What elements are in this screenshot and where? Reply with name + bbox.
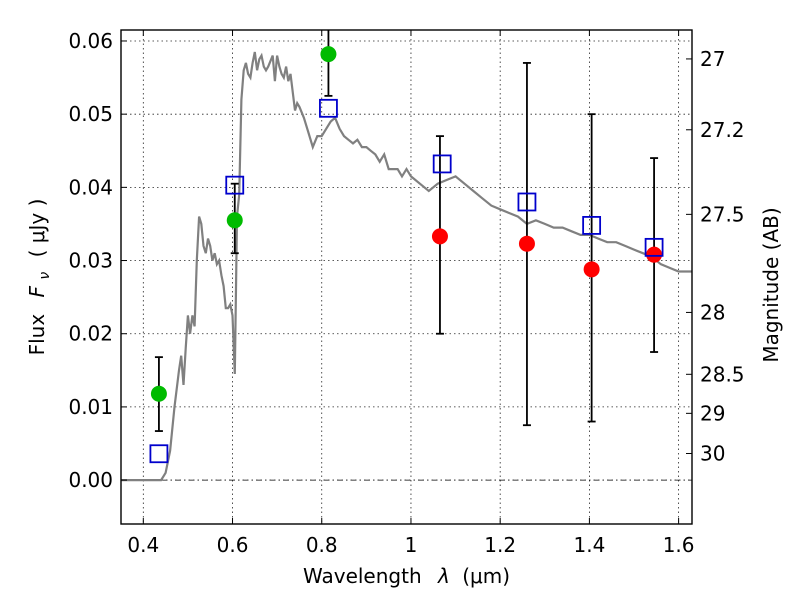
x-tick-label: 1 (405, 533, 418, 557)
green-data-point (150, 385, 167, 402)
point-layer (150, 46, 663, 402)
x-tick-label: 1.4 (573, 533, 605, 557)
model-square-marker (225, 175, 245, 195)
right-tick-label: 30 (700, 442, 725, 466)
right-tick-label: 27 (700, 47, 725, 71)
tick-layer: 0.4 0.6 0.8 1 1.2 1.4 1.6 0.00 0.01 0.02 0.03 0.04 0… (68, 29, 744, 557)
plot-frame (120, 29, 693, 525)
x-axis-title-unit: (μm) (462, 564, 510, 588)
y-tick-label: 0.05 (68, 102, 113, 126)
right-tick-label: 28.5 (700, 362, 745, 386)
red-data-point (583, 261, 600, 278)
y-axis-title-unit: ( μJy ) (25, 199, 49, 258)
x-tick-label: 0.6 (217, 533, 249, 557)
right-axis-title: Magnitude (AB) (759, 207, 783, 362)
y-tick-label: 0.01 (68, 395, 113, 419)
y-tick-label: 0.04 (68, 175, 113, 199)
red-data-point (431, 228, 448, 245)
model-square-marker (319, 98, 338, 118)
red-data-point (518, 235, 535, 252)
y-axis-title-symbol: F (25, 285, 49, 297)
model-square-marker (432, 154, 452, 174)
red-data-point (646, 246, 663, 263)
x-axis-title-symbol: λ (437, 564, 450, 588)
x-tick-label: 1.2 (484, 533, 516, 557)
right-tick-label: 27.5 (700, 202, 745, 226)
grid-layer (121, 30, 692, 524)
right-tick-label: 27.2 (700, 118, 745, 142)
x-axis-title-prefix: Wavelength (303, 564, 422, 588)
model-square-marker (517, 192, 537, 212)
green-data-point (226, 212, 243, 229)
right-tick-label: 29 (700, 401, 725, 425)
square-layer (149, 98, 664, 464)
y-tick-label: 0.06 (68, 29, 113, 53)
y-tick-label: 0.03 (68, 249, 113, 273)
y-tick-label: 0.00 (68, 468, 113, 492)
y-axis-title: Flux F ν ( μJy ) (25, 199, 54, 356)
y-tick-label: 0.02 (68, 322, 113, 346)
model-spectrum-line (121, 51, 692, 482)
x-tick-label: 1.6 (663, 533, 695, 557)
model-layer (121, 51, 692, 482)
x-tick-label: 0.8 (306, 533, 338, 557)
x-axis-title: Wavelength λ (μm) (303, 564, 510, 588)
model-square-marker (149, 444, 169, 464)
model-square-marker (644, 237, 664, 257)
x-tick-label: 0.4 (127, 533, 159, 557)
model-square-marker (582, 216, 602, 235)
green-data-point (320, 46, 337, 63)
y-axis-title-prefix: Flux (25, 314, 49, 356)
y-axis-title-subscript: ν (37, 272, 53, 280)
right-tick-label: 28 (700, 300, 725, 324)
